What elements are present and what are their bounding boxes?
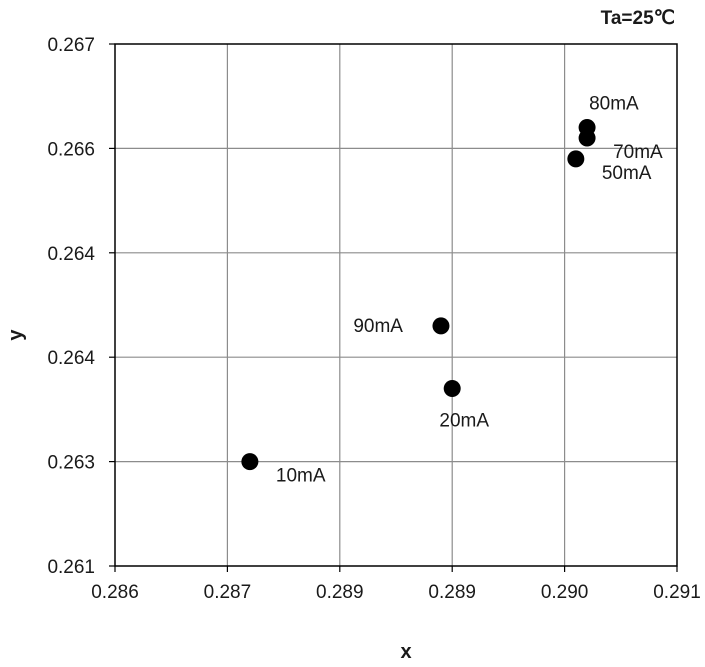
data-label-10mA: 10mA [276, 466, 326, 487]
y-tick-label: 0.267 [47, 35, 95, 56]
data-point-90mA [432, 317, 450, 335]
data-point-20mA [443, 380, 461, 398]
condition-annotation: Ta=25℃ [601, 8, 675, 29]
data-point-80mA [578, 119, 596, 137]
y-tick-label: 0.261 [47, 557, 95, 578]
y-tick-label: 0.266 [47, 139, 95, 160]
x-tick-label: 0.287 [204, 582, 252, 603]
x-tick-label: 0.286 [91, 582, 139, 603]
x-tick-label: 0.289 [428, 582, 476, 603]
data-label-50mA: 50mA [602, 163, 652, 184]
plot-area-frame [114, 43, 678, 567]
x-tick-label: 0.291 [653, 582, 701, 603]
y-tick-label: 0.264 [47, 348, 95, 369]
y-axis-label: y [5, 329, 27, 341]
x-tick-label: 0.289 [316, 582, 364, 603]
data-point-50mA [567, 150, 585, 168]
data-points [241, 119, 596, 471]
x-tick-label: 0.290 [541, 582, 589, 603]
y-tick-label: 0.263 [47, 453, 95, 474]
tick-labels: 0.286 0.287 0.289 0.289 0.290 0.291 0.261 0.263… [47, 35, 700, 603]
data-label-70mA: 70mA [613, 142, 663, 163]
y-tick-label: 0.264 [47, 244, 95, 265]
gridlines [115, 44, 677, 566]
data-label-90mA: 90mA [353, 316, 403, 337]
data-label-20mA: 20mA [439, 411, 489, 432]
x-axis-label: x [400, 641, 411, 663]
data-label-80mA: 80mA [589, 94, 639, 115]
data-point-10mA [241, 453, 259, 471]
